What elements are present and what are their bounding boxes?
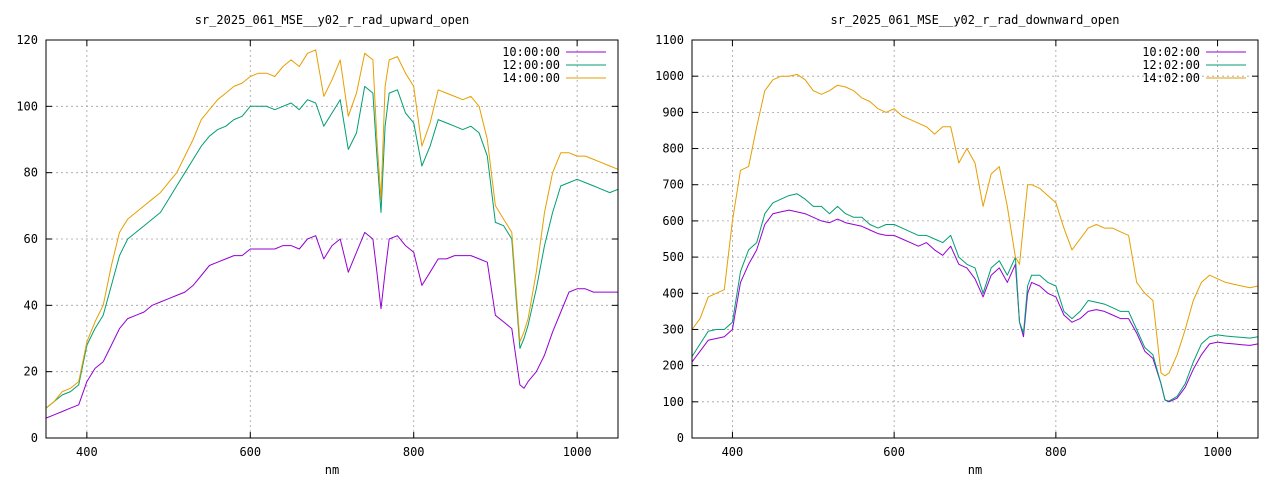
chart-1.ytick-label-3: 300 (662, 322, 684, 336)
chart-1.ytick-label-2: 200 (662, 359, 684, 373)
chart-1.ytick-label-6: 600 (662, 214, 684, 228)
chart-1.ytick-label-8: 800 (662, 142, 684, 156)
chart-1.x-axis-label: nm (968, 463, 982, 477)
chart-0.ytick-label-3: 60 (24, 232, 38, 246)
chart-1.plot-frame (691, 39, 1259, 439)
chart-0.ytick-label-5: 100 (16, 99, 38, 113)
downward-radiance-chart: 0 100 200 300 400 500 600 700 800 900 1000 1100 400 6… (655, 13, 1259, 477)
chart-0.ytick-label-1: 20 (24, 365, 38, 379)
chart-1.ytick-label-7: 700 (662, 178, 684, 192)
chart-0.xtick-label-3: 1000 (563, 445, 592, 459)
chart-1.legend-label-1: 12:02:00 (1142, 58, 1200, 72)
chart-0.ytick-label-6: 120 (16, 33, 38, 47)
chart-0.xtick-label-2: 800 (403, 445, 425, 459)
chart-0.chart-title: sr_2025_061_MSE__y02_r_rad_upward_open (195, 13, 470, 27)
chart-1.series-line-2 (691, 73, 1259, 377)
chart-0.ytick-label-2: 40 (24, 298, 38, 312)
chart-1.legend-label-2: 14:02:00 (1142, 71, 1200, 85)
chart-0.series-line-0 (45, 231, 618, 419)
chart-1.xtick-label-0: 400 (722, 445, 744, 459)
chart-1.xtick-label-3: 1000 (1203, 445, 1232, 459)
chart-0.series-line-1 (45, 85, 619, 409)
chart-1.ytick-label-4: 400 (662, 286, 684, 300)
chart-0.legend-label-2: 14:00:00 (502, 71, 560, 85)
chart-0.legend-label-0: 10:00:00 (502, 45, 560, 59)
chart-0.xtick-label-0: 400 (76, 445, 98, 459)
upward-radiance-chart: 0 20 40 60 80 100 120 400 600 800 1000 sr_2025_061_… (16, 13, 619, 477)
chart-1.ytick-label-9: 900 (662, 105, 684, 119)
chart-1.ytick-label-5: 500 (662, 250, 684, 264)
chart-1.ytick-label-10: 1000 (655, 69, 684, 83)
chart-1.ytick-label-0: 0 (677, 431, 684, 445)
chart-0.xtick-label-1: 600 (239, 445, 261, 459)
chart-0.ytick-label-4: 80 (24, 166, 38, 180)
chart-1.xtick-label-2: 800 (1045, 445, 1067, 459)
chart-1.xtick-label-1: 600 (883, 445, 905, 459)
chart-0.x-axis-label: nm (325, 463, 339, 477)
chart-1.series-line-1 (691, 193, 1259, 402)
chart-1.ytick-label-11: 1100 (655, 33, 684, 47)
chart-0.series-line-2 (45, 49, 619, 409)
chart-1.chart-title: sr_2025_061_MSE__y02_r_rad_downward_open (831, 13, 1120, 27)
chart-0.ytick-label-0: 0 (31, 431, 38, 445)
chart-1.legend-label-0: 10:02:00 (1142, 45, 1200, 59)
chart-0.legend-label-1: 12:00:00 (502, 58, 560, 72)
chart-1.ytick-label-1: 100 (662, 395, 684, 409)
